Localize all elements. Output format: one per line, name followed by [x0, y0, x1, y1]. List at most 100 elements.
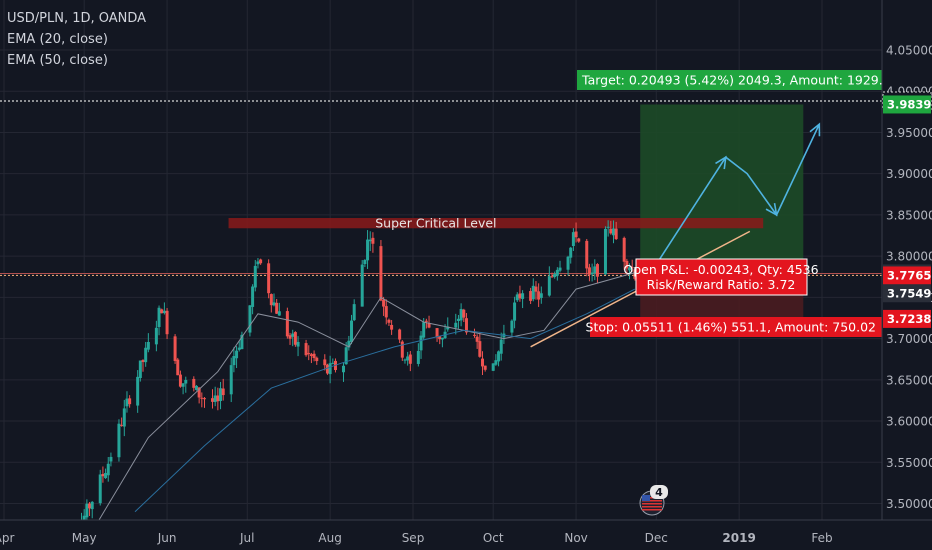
time-tick-label: Jul [239, 531, 254, 545]
candle-body [275, 302, 279, 314]
candle-body [232, 356, 236, 366]
price-axis[interactable]: 3.500003.550003.600003.650003.700003.750… [881, 0, 932, 550]
candle-body [251, 286, 255, 307]
price-tick-label: 4.05000 [886, 43, 932, 57]
candle-body [104, 473, 108, 479]
candle-body [344, 347, 348, 365]
candle-body [165, 310, 169, 335]
time-axis[interactable]: Apr May Jun Jul Aug Sep Oct Nov Dec 2019 Feb [0, 519, 932, 550]
candle-body [352, 304, 356, 321]
candle-body [462, 309, 466, 318]
candle-body [141, 360, 145, 362]
projection-arrow-path[interactable] [650, 123, 821, 274]
arrow-head [765, 202, 778, 217]
candle-body [229, 365, 233, 395]
candle-body [296, 341, 300, 347]
price-tick-label: 3.55000 [886, 456, 932, 470]
candle-body [341, 365, 345, 373]
super-critical-level-band[interactable]: Super Critical Level [228, 216, 764, 231]
candle-body [128, 398, 132, 405]
candle-body [515, 294, 519, 301]
flag-stripe [642, 509, 662, 511]
candle-body [513, 302, 517, 321]
candle-body [419, 335, 423, 351]
candle-body [138, 360, 142, 379]
price-tick-label: 3.50000 [886, 497, 932, 511]
us-flag-icon[interactable]: 4 [639, 485, 668, 516]
candle-body [237, 347, 241, 350]
candle-body [109, 456, 113, 462]
candle-body [481, 358, 485, 367]
candle-body [371, 237, 375, 244]
candle-body [416, 350, 420, 364]
candle-body [277, 311, 281, 316]
candle-body [440, 337, 444, 340]
stop-label: Stop: 0.05511 (1.46%) 551.1, Amount: 750… [586, 320, 876, 335]
candle-body [558, 267, 562, 271]
candle-body [216, 395, 220, 402]
price-label: 3.75498 [887, 286, 932, 300]
symbol-title[interactable]: USD/PLN, 1D, OANDA [7, 11, 147, 26]
candle-body [456, 318, 460, 321]
candle-body [360, 264, 364, 307]
candle-body [267, 263, 271, 294]
candle-body [178, 374, 182, 387]
candle-body [587, 267, 591, 275]
candle-body [197, 387, 201, 398]
pnl-box [635, 258, 808, 296]
candle-body [144, 347, 148, 363]
ema20-line [83, 272, 636, 545]
candle-body [122, 408, 126, 427]
flag-stripe [642, 503, 662, 505]
ema20-indicator-label[interactable]: EMA (20, close) [7, 32, 108, 47]
candle-body [472, 334, 476, 336]
candle-body [272, 302, 276, 306]
candle-body [181, 383, 185, 387]
arrow-head [809, 122, 821, 137]
candle-body [285, 311, 289, 337]
stop-label-box [590, 317, 882, 337]
price-label: 3.98392 [887, 97, 932, 111]
candle-body [331, 362, 335, 364]
flag-badge [650, 485, 668, 499]
chart-legend: USD/PLN, 1D, OANDA EMA (20, close) EMA (… [7, 8, 146, 71]
candle-body [424, 320, 428, 322]
candle-body [184, 380, 188, 384]
candle-body [571, 232, 575, 247]
candle-body [117, 423, 121, 458]
pnl-label: Open P&L: -0.00243, Qty: 4536 [623, 262, 818, 277]
ema50-line [134, 288, 636, 513]
candle-body [82, 515, 86, 523]
candle-body [98, 474, 102, 504]
time-tick-label: Apr [0, 531, 14, 545]
ema50-indicator-label[interactable]: EMA (50, close) [7, 53, 108, 68]
candle-body [160, 309, 164, 314]
time-tick-label: 2019 [722, 531, 755, 545]
candle-body [566, 256, 570, 270]
candle-body [387, 319, 391, 323]
candle-body [192, 378, 196, 388]
candle-body [438, 336, 442, 340]
candle-body [585, 240, 589, 269]
candle-body [531, 285, 535, 300]
candle-body [325, 364, 329, 374]
candle-body [307, 353, 311, 355]
candle-body [213, 395, 217, 403]
candle-body [154, 327, 158, 345]
flag-stripe [642, 500, 662, 502]
target-label-box [577, 70, 882, 90]
risk-reward-label: Risk/Reward Ratio: 3.72 [647, 277, 796, 292]
candle-body [603, 228, 607, 275]
price-tick-label: 3.70000 [886, 332, 932, 346]
candle-body [350, 320, 354, 342]
price-tick-label: 3.65000 [886, 373, 932, 387]
candle-body [435, 328, 439, 338]
time-tick-label: May [72, 531, 97, 545]
flag-stripe [642, 506, 662, 508]
candle-body [309, 354, 313, 357]
candle-body [529, 291, 533, 301]
candle-body [293, 332, 297, 345]
candle-body [88, 503, 92, 509]
candle-body [259, 259, 263, 264]
